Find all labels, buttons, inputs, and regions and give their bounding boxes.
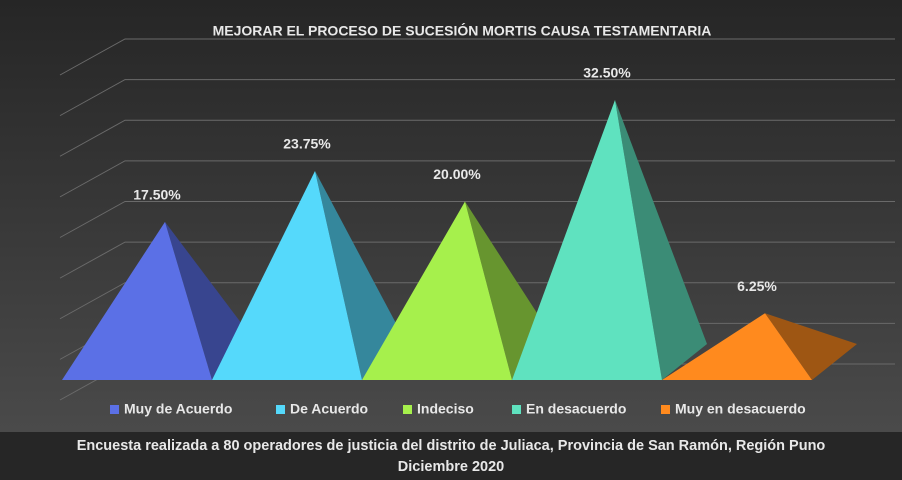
pyramid-side [765, 313, 857, 380]
grid-line [59, 119, 895, 157]
caption: Encuesta realizada a 80 operadores de ju… [77, 438, 826, 454]
pyramid-side [315, 171, 407, 380]
legend-swatch [403, 405, 412, 414]
pyramid-front [362, 201, 512, 380]
legend-swatch [276, 405, 285, 414]
legend-label: En desacuerdo [526, 401, 626, 417]
legend-swatch [661, 405, 670, 414]
legend-swatch [110, 405, 119, 414]
legend-swatch [512, 405, 521, 414]
caption: Diciembre 2020 [398, 459, 504, 475]
legend-label: Indeciso [417, 401, 474, 417]
grid-line [59, 160, 895, 198]
data-label: 32.50% [583, 65, 631, 81]
caption-background [0, 432, 902, 480]
pyramid-front [212, 171, 362, 380]
chart-title: MEJORAR EL PROCESO DE SUCESIÓN MORTIS CA… [213, 22, 712, 39]
pyramid-front [62, 221, 212, 380]
grid-line [59, 38, 895, 76]
data-label: 6.25% [737, 278, 777, 294]
pyramid-side [615, 99, 707, 380]
pyramid-front [512, 99, 662, 380]
legend-label: Muy de Acuerdo [124, 401, 232, 417]
data-label: 17.50% [133, 187, 181, 203]
legend-label: Muy en desacuerdo [675, 401, 806, 417]
legend-label: De Acuerdo [290, 401, 368, 417]
data-label: 23.75% [283, 136, 331, 152]
grid-line [59, 79, 895, 117]
pyramid-front [662, 313, 812, 380]
data-label: 20.00% [433, 166, 481, 182]
